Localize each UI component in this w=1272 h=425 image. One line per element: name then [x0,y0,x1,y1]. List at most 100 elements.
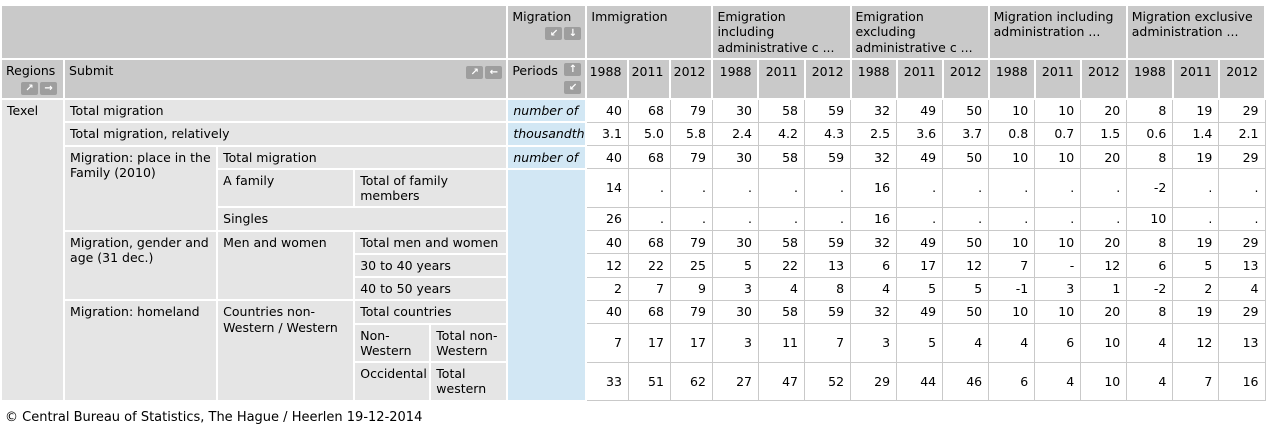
data-cell: 40 [586,230,629,255]
data-cell: 10 [1034,145,1082,170]
data-cell: . [988,168,1036,208]
data-cell: 5.8 [670,122,713,147]
data-cell: 4 [758,277,806,301]
region-cell: Texel [2,99,66,402]
data-cell: 0.8 [988,122,1036,147]
column-group-1: Immigration [586,6,714,60]
data-cell: 2 [1172,277,1220,301]
data-cell: . [896,168,944,208]
data-cell: . [670,207,713,232]
data-cell: 8 [1126,145,1174,170]
year-header: 1988 [1126,58,1174,101]
move-periods-down-left-icon[interactable]: ↙ [564,81,582,94]
data-cell: 7 [628,277,671,301]
move-submit-left-icon[interactable]: ← [485,65,503,79]
data-cell: 10 [988,230,1036,255]
year-header: 1988 [586,58,630,101]
data-cell: 2.5 [850,122,898,147]
data-cell: 40 [586,300,629,325]
data-cell: 4 [942,323,990,363]
data-cell: 5 [896,323,944,363]
data-cell: 26 [586,207,629,232]
data-cell: 7 [988,253,1036,278]
data-cell: 10 [1034,99,1082,123]
migration-axis-header: Migration ↙ ↓ [507,6,588,60]
move-regions-right-icon[interactable]: → [40,82,58,95]
data-cell: 30 [712,230,759,255]
data-cell: 44 [896,362,944,401]
data-cell: 10 [1034,230,1082,255]
move-axis-down-icon[interactable]: ↓ [564,27,582,41]
data-cell: . [804,168,852,208]
column-group-3: Emigration excluding administrative c ..… [850,6,990,60]
data-cell: . [670,168,713,208]
data-cell: 3.1 [586,122,629,147]
year-header: 1988 [988,58,1036,101]
data-cell: 4 [1126,323,1174,363]
data-cell: 2.4 [712,122,759,147]
data-cell: 46 [942,362,990,401]
table-row: Singles 26..... 16..... 10.. [2,207,1266,232]
data-cell: 51 [628,362,671,401]
move-axis-down-left-icon[interactable]: ↙ [545,27,563,41]
year-header: 1988 [850,58,898,101]
years-row: Regions ↗ → Submit ↗ ← Periods [2,58,1267,101]
data-cell: . [1080,207,1128,232]
column-group-2: Emigration including administrative c ..… [712,6,852,60]
corner-blank-cell [2,6,509,60]
table-row: Migration: homeland Countries non-Western… [2,300,1266,402]
data-cell: 20 [1080,145,1128,170]
year-header: 2011 [896,58,944,101]
data-cell: 17 [896,253,944,278]
row-label: Total migration [217,145,509,170]
move-submit-up-right-icon[interactable]: ↗ [466,65,484,79]
data-cell: 10 [1080,362,1128,401]
periods-axis-header: Periods ↑ ↙ [507,58,588,101]
data-cell: 8 [804,277,852,301]
data-cell: . [988,207,1036,232]
data-cell: . [628,207,671,232]
data-cell: 68 [628,99,671,123]
data-cell: 5 [942,277,990,301]
data-cell: 58 [758,230,806,255]
data-cell: 40 [586,99,629,123]
data-cell: 47 [758,362,806,401]
data-cell: . [712,207,759,232]
data-cell: 33 [586,362,629,401]
year-header: 2011 [758,58,806,101]
data-cell: 79 [670,230,713,255]
data-cell: 5 [712,253,759,278]
data-cell: 3.7 [942,122,990,147]
data-cell: . [628,168,671,208]
data-cell: 32 [850,145,898,170]
move-periods-up-icon[interactable]: ↑ [564,62,582,76]
data-cell: . [758,168,806,208]
row-label: Countries non-Western / Western [217,300,356,402]
data-cell: 14 [586,168,629,208]
data-cell: 4.3 [804,122,852,147]
data-cell: 79 [670,99,713,123]
data-cell: 16 [850,207,898,232]
data-cell: - [1034,253,1082,278]
data-cell: 50 [942,230,990,255]
data-cell: 79 [670,300,713,325]
row-label: Occidental [354,362,432,402]
data-cell: 3 [850,323,898,363]
year-header: 2012 [1218,58,1267,101]
data-cell: 32 [850,300,898,325]
move-regions-up-right-icon[interactable]: ↗ [21,82,39,95]
submit-axis-header: Submit ↗ ← [64,58,509,101]
unit-cell: thousandth [507,122,588,147]
data-cell: 29 [1218,230,1266,255]
data-cell: 10 [1080,323,1128,363]
data-cell: 59 [804,300,852,325]
migration-axis-label: Migration [512,9,572,24]
data-cell: -2 [1126,277,1174,301]
row-label: Total migration [64,99,509,124]
submit-axis-label: Submit [69,62,114,78]
data-cell: 4 [1218,277,1266,301]
data-cell: . [1172,207,1220,232]
row-label: Singles [217,207,509,232]
data-cell: 58 [758,145,806,170]
